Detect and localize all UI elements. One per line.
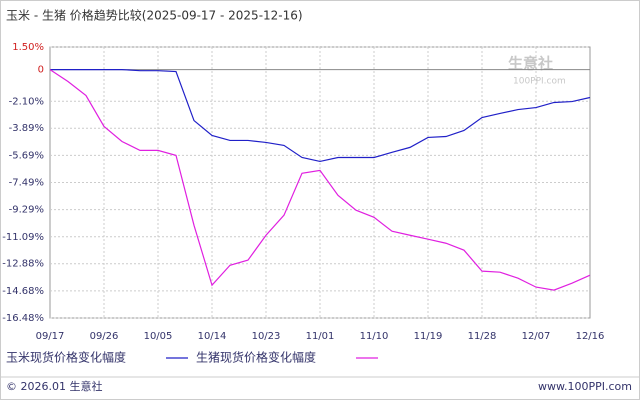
- chart-title: 玉米 - 生猪 价格趋势比较(2025-09-17 - 2025-12-16): [6, 8, 303, 23]
- x-tick-label: 10/05: [144, 331, 173, 342]
- series-line: [50, 69, 591, 163]
- y-tick-label: 0: [38, 65, 44, 76]
- x-tick-label: 12/07: [522, 331, 551, 342]
- watermark-name: 生意社: [508, 55, 553, 73]
- x-tick-label: 09/26: [90, 331, 119, 342]
- y-tick-label: 1.50%: [12, 42, 44, 53]
- x-tick-label: 11/01: [306, 331, 335, 342]
- x-tick-label: 11/19: [414, 331, 443, 342]
- x-tick-label: 10/23: [252, 331, 281, 342]
- y-tick-label: -11.09%: [2, 232, 44, 243]
- y-tick-label: -5.69%: [9, 150, 44, 161]
- y-tick-label: -14.68%: [2, 286, 44, 297]
- y-tick-label: -16.48%: [2, 313, 44, 324]
- watermark-site: 100PPI.com: [513, 77, 566, 87]
- series-line: [49, 69, 591, 291]
- y-tick-label: -12.88%: [2, 259, 44, 270]
- x-tick-label: 11/28: [468, 331, 497, 342]
- x-tick-label: 11/10: [360, 331, 389, 342]
- x-tick-label: 09/17: [36, 331, 65, 342]
- legend-label: 玉米现货价格变化幅度: [6, 350, 126, 365]
- footer-right: www.100PPI.com: [538, 380, 632, 393]
- x-tick-label: 10/14: [198, 331, 227, 342]
- legend-label: 生猪现货价格变化幅度: [196, 350, 316, 365]
- y-tick-label: -3.89%: [9, 123, 44, 134]
- y-tick-label: -7.49%: [9, 178, 44, 189]
- y-tick-label: -2.10%: [9, 96, 44, 107]
- x-tick-label: 12/16: [576, 331, 605, 342]
- y-tick-label: -9.29%: [9, 205, 44, 216]
- footer-left: © 2026.01 生意社: [6, 379, 102, 393]
